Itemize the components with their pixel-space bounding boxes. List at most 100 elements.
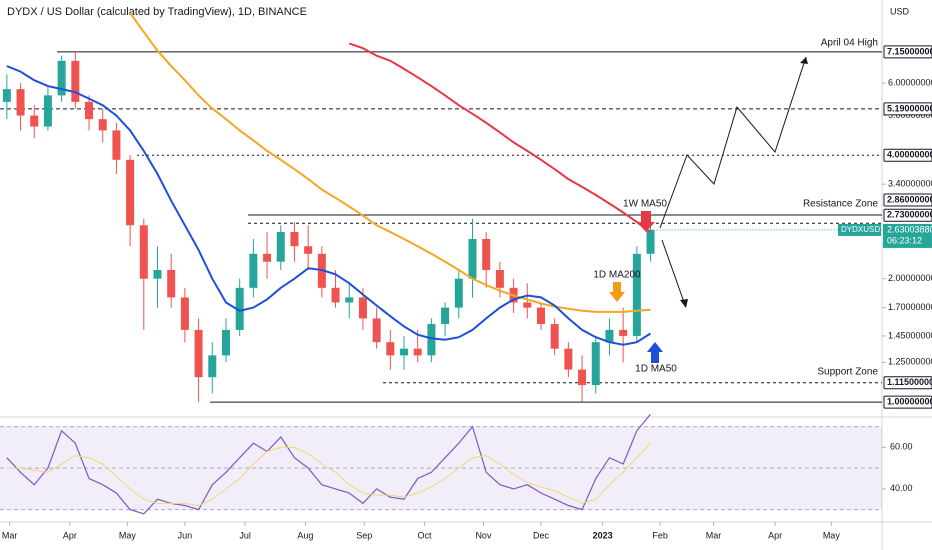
candle-body xyxy=(16,89,25,116)
candle-body xyxy=(591,342,600,386)
chart-title: DYDX / US Dollar (calculated by TradingV… xyxy=(7,6,307,18)
level-label: 1.00000000 xyxy=(887,396,932,406)
y-unit: USD xyxy=(890,6,910,16)
red-arrow xyxy=(637,211,655,232)
candle-body xyxy=(2,89,11,102)
candle-body xyxy=(468,238,477,279)
x-tick-label: Mar xyxy=(706,530,722,540)
rsi-line xyxy=(6,413,651,515)
projection-path xyxy=(659,56,807,229)
x-tick-label: Apr xyxy=(63,530,77,540)
level-label-box xyxy=(883,45,932,59)
arrow-head xyxy=(800,57,808,64)
series-label: 1W MA50 xyxy=(623,199,667,210)
x-tick-label: Dec xyxy=(533,530,550,540)
candle-body xyxy=(427,324,436,356)
candle-body xyxy=(400,348,409,356)
ma-line xyxy=(348,42,652,233)
candle-body xyxy=(482,238,491,271)
x-tick-label: May xyxy=(119,530,137,540)
y-tick-label: 1.70000000 xyxy=(888,302,932,312)
candle-body xyxy=(578,369,587,386)
candle-body xyxy=(646,229,655,254)
x-tick-label: Apr xyxy=(768,530,782,540)
candle-body xyxy=(441,307,450,325)
x-tick-label: Sep xyxy=(356,530,372,540)
candle-body xyxy=(304,246,313,254)
candle-body xyxy=(43,95,52,127)
candle-body xyxy=(605,329,614,343)
candle-body xyxy=(71,60,80,102)
x-tick-label: Oct xyxy=(418,530,433,540)
level-label: 7.15000000 xyxy=(887,46,932,56)
arrow-head xyxy=(680,299,688,308)
candle-body xyxy=(290,231,299,247)
annotation: Support Zone xyxy=(817,367,878,378)
candle-body xyxy=(632,253,641,336)
ma-line xyxy=(6,65,652,346)
blue-arrow xyxy=(647,342,663,363)
x-tick-label: 2023 xyxy=(593,530,613,540)
symbol-label: DYDXUSD xyxy=(841,225,880,234)
candle-body xyxy=(358,297,367,319)
level-label-box xyxy=(883,395,932,409)
x-tick-label: Feb xyxy=(652,530,668,540)
y-tick-label: 2.00000000 xyxy=(888,273,932,283)
candle-body xyxy=(454,278,463,308)
x-tick-label: Jun xyxy=(178,530,193,540)
x-tick-label: Nov xyxy=(475,530,492,540)
x-tick-label: Mar xyxy=(2,530,18,540)
level-label: 5.19000000 xyxy=(887,103,932,113)
level-label: 2.86000000 xyxy=(887,194,932,204)
candle-body xyxy=(536,307,545,325)
candle-body xyxy=(249,253,258,288)
candle-body xyxy=(619,329,628,336)
candle-body xyxy=(372,318,381,343)
x-tick-label: Aug xyxy=(297,530,313,540)
candle-body xyxy=(57,60,66,96)
candle-body xyxy=(153,270,162,279)
level-label-box xyxy=(883,208,932,222)
candle-body xyxy=(139,225,148,279)
orange-arrow xyxy=(609,282,625,302)
y-tick-label: 40.00 xyxy=(890,483,913,493)
projection xyxy=(609,56,808,363)
candle-body xyxy=(221,329,230,356)
candle-body xyxy=(194,329,203,378)
candle-body xyxy=(276,231,285,262)
candle-body xyxy=(263,253,272,262)
current-price-box xyxy=(883,223,932,248)
candle-body xyxy=(167,270,176,298)
candle-body xyxy=(331,287,340,303)
series-label: 1D MA200 xyxy=(593,270,641,281)
candle-body xyxy=(564,348,573,370)
x-tick-label: May xyxy=(823,530,841,540)
candle-body xyxy=(30,115,39,127)
candle-body xyxy=(495,270,504,288)
level-label-box xyxy=(883,148,932,162)
level-label: 2.73000000 xyxy=(887,210,932,220)
candle-body xyxy=(235,287,244,330)
candle-body xyxy=(98,119,107,131)
candle-body xyxy=(413,348,422,356)
y-tick-label: 3.40000000 xyxy=(888,179,932,189)
candle-body xyxy=(208,355,217,378)
symbol-box xyxy=(838,223,881,236)
candle-body xyxy=(180,297,189,330)
candle-body xyxy=(126,159,135,226)
level-label: 4.00000000 xyxy=(887,150,932,160)
series-label: 1D MA50 xyxy=(635,364,677,375)
current-price-label: 2.63003880 xyxy=(887,224,932,234)
candle-body xyxy=(112,130,121,160)
countdown: 06:23:12 xyxy=(887,235,922,245)
level-label: 1.11500000 xyxy=(887,377,932,387)
rsi-line xyxy=(6,442,651,507)
candle-body xyxy=(85,101,94,120)
annotation: April 04 High xyxy=(821,38,878,49)
level-label-box xyxy=(883,102,932,116)
candle-body xyxy=(345,297,354,303)
candle-body xyxy=(386,342,395,356)
annotation: Resistance Zone xyxy=(803,199,878,210)
y-tick-label: 1.25000000 xyxy=(888,357,932,367)
